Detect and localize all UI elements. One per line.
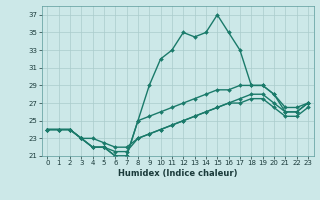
X-axis label: Humidex (Indice chaleur): Humidex (Indice chaleur) <box>118 169 237 178</box>
